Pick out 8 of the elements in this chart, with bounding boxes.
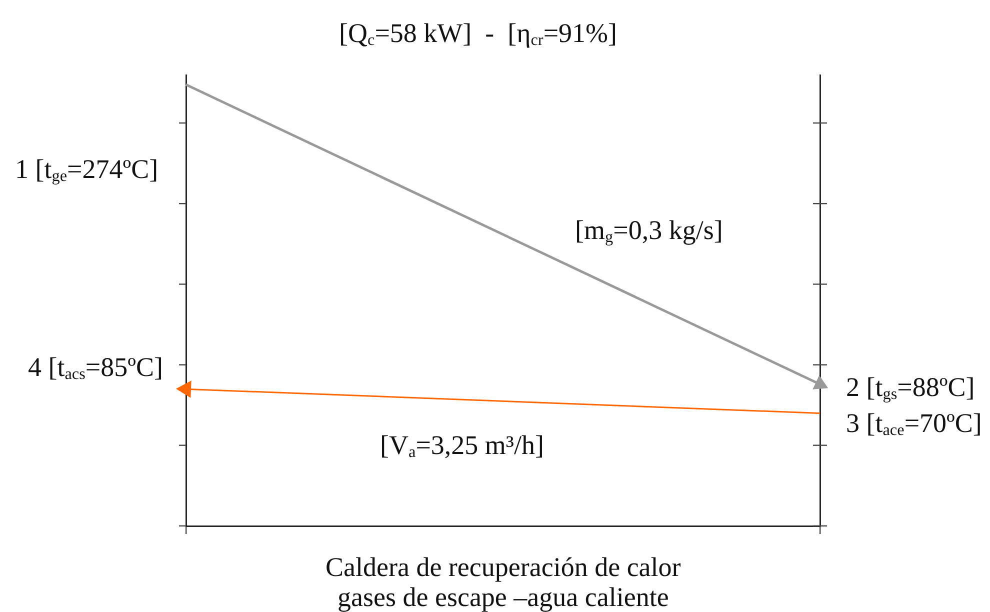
annotation: [m$_{g}$=0,3 kg/s] <box>575 214 723 246</box>
x-axis-title: Caldera de recuperación de calor gases de escape –agua caliente <box>326 552 681 612</box>
chart-title: [Q$_{c}$=58 kW] - [η$_{cr}$=91%] <box>339 18 618 49</box>
data-label: 3 [t$_{ace}$=70ºC] <box>846 408 982 439</box>
data-label: 2 [t$_{gs}$=88ºC] <box>846 372 975 403</box>
data-label: 4 [t$_{acs}$=85ºC] <box>28 352 164 383</box>
data-label: 1 [t$_{ge}$=274ºC] <box>15 154 158 186</box>
annotation: [V$_{a}$=3,25 m³/h] <box>380 430 544 461</box>
